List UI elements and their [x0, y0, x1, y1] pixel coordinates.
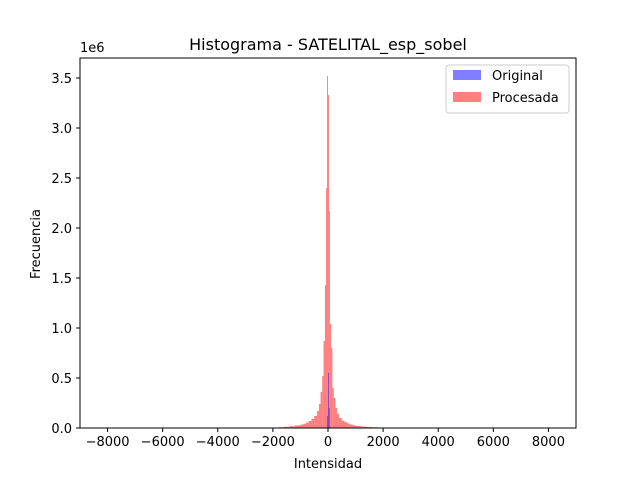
- bar-procesada-5: [300, 424, 304, 428]
- bar-procesada-16: [324, 285, 327, 428]
- bar-procesada-19: [328, 95, 329, 428]
- bar-procesada-31: [350, 424, 353, 428]
- bar-original-0: [327, 416, 328, 428]
- bar-original-2: [328, 408, 330, 428]
- bar-procesada-24: [333, 398, 336, 428]
- y-offset-label: 1e6: [80, 41, 105, 56]
- bar-procesada-17: [326, 188, 328, 428]
- bar-procesada-9: [311, 419, 315, 428]
- bar-procesada-18: [327, 76, 328, 428]
- x-tick-label: 8000: [532, 435, 565, 450]
- y-tick-label: 1.0: [51, 322, 72, 337]
- bar-procesada-2: [283, 426, 290, 428]
- x-tick-label: 2000: [367, 435, 400, 450]
- bar-procesada-6: [303, 423, 306, 428]
- bar-procesada-13: [320, 392, 323, 428]
- y-tick-label: 2.0: [51, 222, 72, 237]
- x-tick-label: −4000: [196, 435, 240, 450]
- bar-procesada-29: [344, 422, 348, 428]
- bar-procesada-7: [305, 422, 309, 428]
- y-axis-ticks: 0.0 0.5 1.0 1.5 2.0 2.5 3.0 3.5: [51, 72, 80, 437]
- y-axis-label: Frecuencia: [29, 209, 44, 279]
- x-tick-label: −8000: [86, 435, 130, 450]
- legend-swatch-procesada: [453, 92, 481, 102]
- bar-procesada-11: [316, 411, 319, 428]
- x-tick-label: −2000: [251, 435, 295, 450]
- bar-procesada-33: [355, 426, 362, 428]
- y-tick-label: 0.0: [51, 422, 72, 437]
- y-tick-label: 2.5: [51, 172, 72, 187]
- bar-procesada-12: [318, 404, 321, 428]
- bar-procesada-22: [331, 348, 333, 428]
- bar-original-1: [328, 373, 329, 428]
- bar-procesada-25: [335, 408, 338, 428]
- bar-procesada-26: [337, 414, 340, 428]
- legend-label-original: Original: [492, 69, 543, 84]
- chart-title: Histograma - SATELITAL_esp_sobel: [189, 35, 467, 55]
- bar-procesada-23: [332, 388, 334, 428]
- bar-procesada-32: [352, 425, 356, 428]
- x-tick-label: 0: [324, 435, 332, 450]
- bar-procesada-20: [328, 211, 330, 428]
- histogram-bars: [272, 76, 384, 428]
- bar-procesada-28: [341, 420, 345, 428]
- bar-procesada-15: [323, 341, 325, 428]
- bar-procesada-30: [347, 423, 351, 428]
- x-tick-label: −6000: [141, 435, 185, 450]
- x-axis-label: Intensidad: [294, 457, 362, 472]
- x-axis-ticks: −8000 −6000 −4000 −2000 0 2000 4000 6000 8000: [86, 428, 565, 450]
- bar-procesada-3: [289, 426, 295, 428]
- plot-frame: [79, 57, 577, 429]
- y-tick-label: 0.5: [51, 372, 72, 387]
- y-tick-label: 1.5: [51, 272, 72, 287]
- bar-procesada-14: [322, 376, 324, 428]
- bar-procesada-10: [314, 416, 317, 428]
- bar-procesada-4: [294, 425, 301, 428]
- legend-swatch-original: [453, 70, 481, 80]
- bar-procesada-21: [329, 324, 332, 428]
- y-tick-label: 3.0: [51, 122, 72, 137]
- bar-procesada-8: [308, 421, 312, 428]
- legend: Original Procesada: [445, 64, 570, 114]
- x-tick-label: 4000: [422, 435, 455, 450]
- bar-procesada-27: [339, 418, 342, 428]
- legend-label-procesada: Procesada: [492, 91, 559, 106]
- bar-procesada-34: [361, 426, 367, 428]
- x-tick-label: 6000: [477, 435, 510, 450]
- y-tick-label: 3.5: [51, 72, 72, 87]
